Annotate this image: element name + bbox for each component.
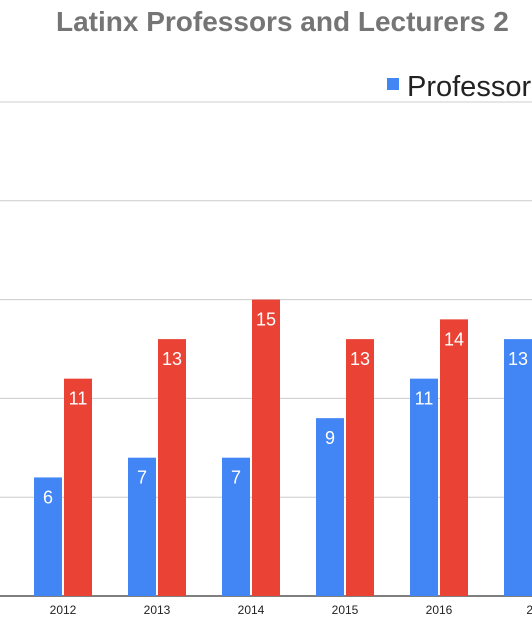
x-tick-label: 2016 [426, 603, 453, 617]
bar-2015-series-0 [316, 418, 344, 596]
bar-2013-series-1 [158, 339, 186, 596]
bar-2016-series-0 [410, 378, 438, 596]
x-axis-ticks: 2012 2013 2014 2015 2016 20 [50, 603, 532, 617]
data-label-2016-series-1: 14 [444, 329, 464, 349]
data-label-2013-series-1: 13 [162, 349, 182, 369]
legend-label-professor: Professor [407, 71, 531, 103]
bar-2016-series-1 [440, 319, 468, 596]
data-label-2013-series-0: 7 [137, 468, 147, 488]
bar-2014-series-1 [252, 299, 280, 596]
x-tick-label: 2013 [144, 603, 171, 617]
bars [34, 299, 532, 596]
x-tick-label: 20 [526, 603, 532, 617]
bar-2014-series-0 [222, 457, 250, 596]
data-label-2015-series-1: 13 [350, 349, 370, 369]
data-label-2014-series-0: 7 [231, 468, 241, 488]
data-label-2015-series-0: 9 [325, 428, 335, 448]
x-tick-label: 2015 [332, 603, 359, 617]
bar-2015-series-1 [346, 339, 374, 596]
bar-2012-series-1 [64, 378, 92, 596]
bar-2012-series-0 [34, 477, 62, 596]
x-tick-label: 2012 [50, 603, 77, 617]
x-tick-label: 2014 [238, 603, 265, 617]
legend: Professor [387, 71, 531, 103]
bar-2013-series-0 [128, 457, 156, 596]
data-label-2012-series-0: 6 [43, 487, 53, 507]
chart-title: Latinx Professors and Lecturers 2 [56, 6, 509, 37]
data-label-20-series-0: 13 [508, 349, 528, 369]
data-label-2016-series-0: 11 [415, 389, 434, 409]
data-labels: 6 11 7 13 7 15 9 13 11 14 13 [43, 310, 528, 508]
data-label-2012-series-1: 11 [69, 389, 88, 409]
data-label-2014-series-1: 15 [256, 310, 276, 330]
legend-swatch-professor [387, 78, 399, 90]
bar-20-series-0 [504, 339, 532, 596]
